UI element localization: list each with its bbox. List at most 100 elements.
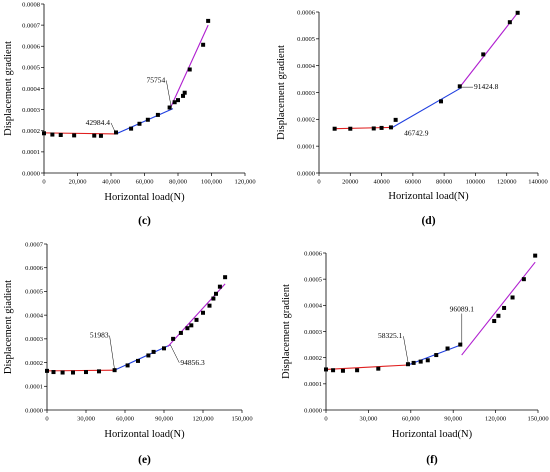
x-tick-label: 30,000 [77,416,95,423]
x-axis-title: Horizontal load(N) [392,429,473,440]
x-tick-label: 90,000 [155,416,173,423]
y-tick-label: 0.0006 [22,44,41,51]
data-point [97,369,101,374]
data-point [84,370,88,375]
x-tick-label: 40000 [373,179,389,186]
data-point [178,330,183,335]
x-tick-label: 90,000 [444,416,462,423]
data-point [439,99,444,104]
data-point [521,277,526,282]
data-point [145,117,150,122]
fit-line-blue [392,87,462,128]
data-point [425,358,430,363]
data-point [492,319,497,324]
data-point [207,303,212,308]
y-tick-label: 0.0000 [22,170,40,177]
data-point [172,100,177,105]
x-tick-label: 120,000 [234,179,255,186]
annotation-leader [403,336,409,365]
y-axis-title: Displacement giadient [3,280,14,374]
y-tick-label: 0.0003 [304,329,322,336]
y-tick-label: 0.0005 [22,65,40,72]
annotation-label: 96089.1 [450,305,475,314]
y-tick-label: 0.0001 [25,384,43,391]
x-tick-label: 60,000 [136,179,154,186]
data-point [187,67,192,72]
y-tick-label: 0.0005 [304,276,322,283]
data-point [348,126,353,131]
data-point [355,368,360,373]
fit-line-purple [459,12,519,88]
data-point [457,84,462,89]
x-tick-label: 100,000 [201,179,222,186]
x-tick-label: 140000 [528,179,548,186]
data-point [42,131,46,136]
data-point [201,310,205,315]
x-tick-label: 40,000 [102,179,120,186]
data-point [72,133,77,138]
data-point [515,10,520,15]
y-tick-label: 0.0002 [25,360,43,367]
data-point [379,125,384,130]
x-tick-label: 150,000 [527,416,548,423]
x-tick-label: 60000 [405,179,421,186]
data-point [418,359,423,364]
annotation-label: 46742.9 [404,128,429,137]
y-tick-label: 0.0003 [25,336,43,343]
data-point [533,253,538,258]
data-point [507,20,512,25]
y-tick-label: 0.0005 [25,289,43,296]
panel-label: (f) [426,454,438,466]
x-tick-label: 120,000 [192,416,213,423]
fit-line-red [334,126,393,130]
annotation-label: 58325.1 [378,331,403,340]
data-point [185,326,190,331]
x-tick-label: 120000 [497,179,517,186]
data-point [129,126,134,131]
y-tick-label: 0.0006 [25,265,44,272]
x-tick-label: 60,000 [116,416,134,423]
data-point [155,112,160,117]
data-point [376,366,381,371]
x-tick-label: 0 [324,416,327,423]
x-axis-title: Horizontal load(N) [104,429,185,440]
data-point [125,363,130,368]
y-tick-label: 0.0001 [297,143,315,150]
y-tick-label: 0.0002 [297,117,315,124]
x-axis-title: Horizontal load(N) [388,191,469,202]
x-tick-label: 80000 [436,179,452,186]
data-point [114,130,119,135]
y-tick-label: 0.0004 [22,86,41,93]
data-point [136,358,140,363]
annotation-label: 94856.3 [180,358,205,367]
y-axis-title: Displacement gradient [276,45,287,140]
annotation-label: 42984.4 [86,118,111,127]
y-tick-label: 0.0000 [297,170,315,177]
data-point [112,368,117,373]
data-point [217,284,222,289]
data-point [458,342,463,347]
y-tick-label: 0.0002 [22,128,40,135]
y-tick-label: 0.0003 [297,90,315,97]
data-point [182,90,187,95]
data-point [214,291,218,296]
data-point [324,367,328,372]
y-tick-label: 0.0003 [22,107,40,114]
data-point [206,18,211,23]
x-tick-label: 20000 [342,179,358,186]
data-point [60,370,65,375]
y-tick-label: 0.0001 [304,381,322,388]
data-point [201,42,206,47]
data-point [51,370,56,375]
data-point [92,133,97,138]
data-point [171,336,176,341]
annotation-label: 75754 [147,76,166,85]
x-tick-label: 60,000 [402,416,420,423]
y-tick-label: 0.0004 [297,63,316,70]
fit-line-blue [115,108,174,135]
x-tick-label: 20,000 [69,179,87,186]
annotation-leader [110,122,117,135]
panel-c: 0 20,000 40,000 60,000 80,000 100,000 120,000 0… [3,1,256,227]
y-axis-title: Displacement gradient [281,284,292,379]
data-point [405,362,410,367]
